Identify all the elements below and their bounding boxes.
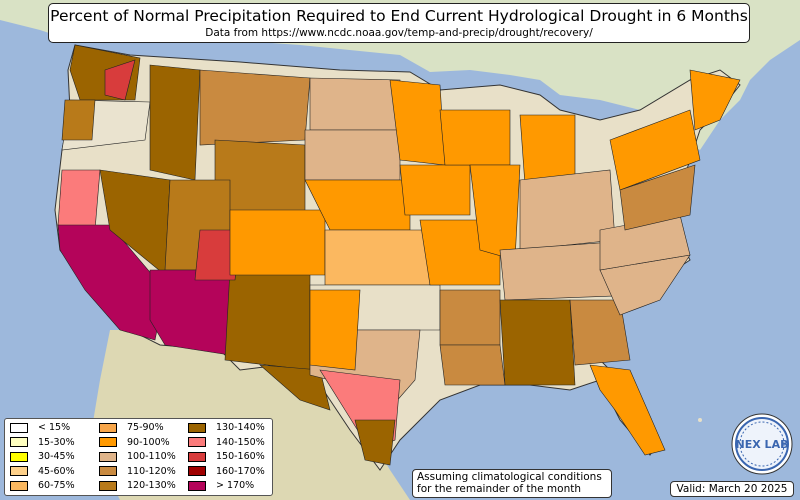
legend-swatch (99, 437, 117, 447)
region-nd (309, 77, 401, 131)
legend-label: 110-120% (127, 465, 176, 477)
legend-item: 100-110% (99, 451, 176, 462)
legend-swatch (10, 437, 28, 447)
legend-item: 90-100% (99, 437, 170, 448)
region-montana (199, 69, 311, 146)
region-tx-west (259, 364, 331, 411)
nexlab-logo: NEX LAB (731, 413, 793, 475)
legend-label: 75-90% (127, 422, 164, 433)
region-ks (324, 229, 431, 286)
legend-swatch (99, 451, 117, 462)
legend-swatch (10, 466, 28, 476)
legend-item: > 170% (188, 480, 254, 491)
legend-item: 130-140% (188, 422, 265, 433)
legend-label: 100-110% (127, 451, 176, 462)
legend-item: < 15% (10, 422, 70, 433)
region-pa-ny (609, 109, 701, 191)
legend-label: 160-170% (216, 465, 265, 477)
map-title: Percent of Normal Precipitation Required… (50, 7, 748, 25)
region-ms-al (499, 299, 576, 386)
region-ca-north (57, 169, 101, 231)
region-ia (399, 164, 471, 216)
legend-label: 60-75% (38, 480, 75, 491)
legend-label: 90-100% (127, 436, 170, 448)
legend-swatch (10, 422, 28, 433)
legend-swatch (99, 466, 117, 476)
region-fl (589, 364, 666, 456)
region-colorado (229, 209, 326, 276)
legend-item: 15-30% (10, 437, 75, 448)
legend-swatch (99, 480, 117, 491)
legend-label: 130-140% (216, 422, 265, 433)
region-tx-east (354, 419, 396, 466)
legend-swatch (188, 451, 206, 462)
logo-text: NEX LAB (736, 438, 789, 451)
legend-label: 140-150% (216, 436, 265, 448)
legend-item: 110-120% (99, 466, 176, 477)
legend-swatch (10, 480, 28, 491)
region-mi (519, 114, 576, 186)
legend-swatch (188, 480, 206, 491)
legend-swatch (10, 451, 28, 462)
region-or-west (61, 99, 96, 141)
note-line1: Assuming climatological conditions (417, 471, 602, 483)
legend-label: 120-130% (127, 480, 176, 491)
legend-item: 45-60% (10, 466, 75, 477)
region-tx-central (309, 289, 361, 371)
legend-item: 120-130% (99, 480, 176, 491)
legend-label: < 15% (38, 422, 71, 433)
region-ne-states (689, 69, 741, 131)
legend-label: > 170% (216, 480, 255, 491)
legend-item: 30-45% (10, 451, 75, 462)
region-md-de (619, 164, 696, 231)
legend-label: 30-45% (38, 451, 75, 462)
legend-swatch (188, 437, 206, 447)
region-idaho (149, 64, 201, 181)
region-sd (304, 129, 401, 181)
legend-item: 75-90% (99, 422, 164, 433)
region-ar (439, 289, 501, 346)
legend-label: 150-160% (216, 451, 265, 462)
legend-item: 150-160% (188, 451, 265, 462)
legend-item: 60-75% (10, 480, 75, 491)
assumption-note: Assuming climatological conditions for t… (412, 469, 612, 498)
region-wa-east (104, 59, 136, 101)
legend-item: 140-150% (188, 437, 265, 448)
legend: < 15% 15-30% 30-45% 45-60% 60-75% 75-90% 90-10… (4, 418, 273, 496)
note-line2: for the remainder of the month (417, 483, 582, 495)
region-nm (224, 269, 311, 371)
legend-swatch (99, 422, 117, 433)
legend-swatch (188, 422, 206, 433)
legend-label: 45-60% (38, 465, 75, 477)
valid-date: Valid: March 20 2025 (670, 481, 794, 497)
legend-item: 160-170% (188, 466, 265, 477)
region-nm-west (194, 229, 241, 281)
title-box: Percent of Normal Precipitation Required… (48, 3, 750, 43)
map-subtitle: Data from https://www.ncdc.noaa.gov/temp… (205, 27, 593, 39)
region-la (439, 344, 506, 386)
legend-swatch (188, 466, 206, 476)
legend-label: 15-30% (38, 436, 75, 448)
region-ga (569, 299, 631, 366)
region-wi (439, 109, 511, 166)
